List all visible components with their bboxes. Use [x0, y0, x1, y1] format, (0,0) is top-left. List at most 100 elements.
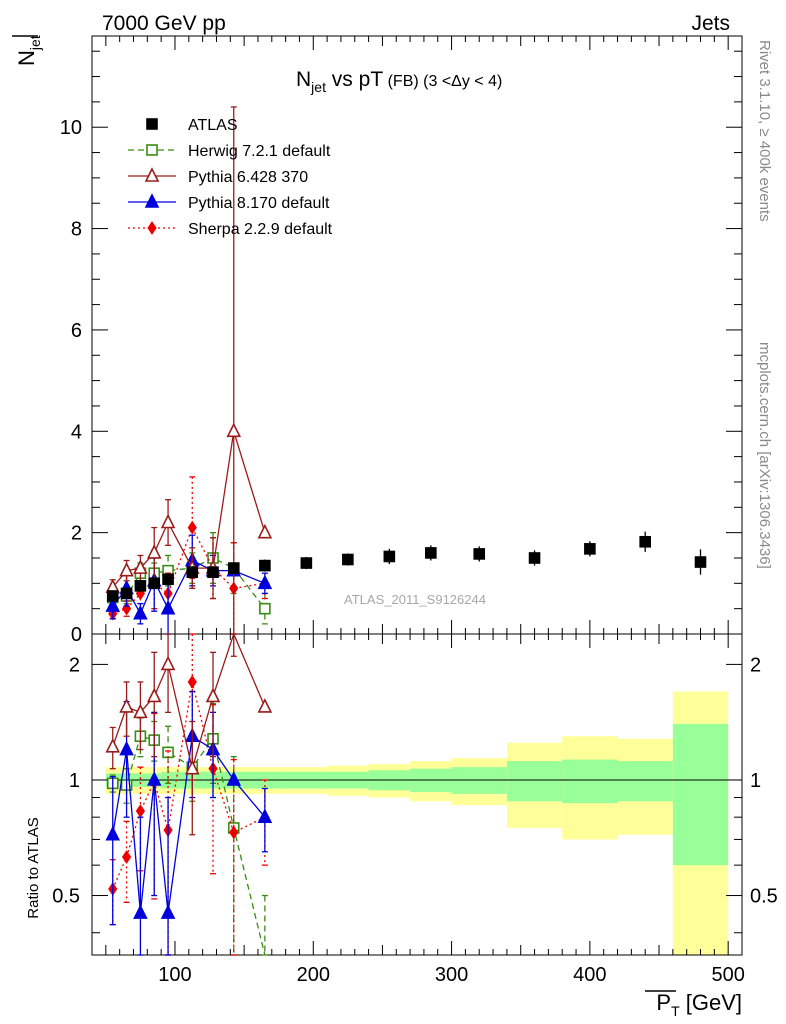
ratio-y-tick-label: 2	[69, 654, 80, 676]
ratio-sherpa-point	[229, 825, 239, 840]
ratio-pythia6-point	[119, 698, 134, 713]
main-pythia8-point	[257, 574, 273, 590]
main-pythia8	[105, 534, 273, 635]
ratio-pythia8-point	[226, 771, 242, 786]
ratio-series	[105, 632, 273, 956]
ratio-axes: 100 200 300 400 500 0.5 0.5 1 1 2 2	[52, 633, 778, 986]
x-tick-label: 200	[297, 964, 330, 986]
legend-item-herwig: Herwig 7.2.1 default	[128, 143, 331, 160]
ratio-pythia8-line	[112, 735, 266, 914]
ratio-pythia6-point	[105, 738, 121, 753]
main-atlas-point	[134, 580, 147, 592]
main-pythia6	[105, 106, 273, 635]
main-atlas-point	[120, 587, 133, 600]
rivet-version-label: Rivet 3.1.10, ≥ 400k events	[756, 40, 773, 222]
legend-marker-sherpa	[147, 221, 157, 235]
ratio-y-axis-label: Ratio to ATLAS	[25, 817, 42, 918]
main-axes: 0 2 4 6 8 10	[60, 35, 743, 646]
band-inner	[672, 723, 729, 866]
main-y-tick-label: 2	[71, 523, 82, 545]
legend-label-herwig: Herwig 7.2.1 default	[188, 143, 331, 160]
ratio-y-tick-label-right: 1	[750, 770, 761, 792]
ratio-y-tick-label-right: 0.5	[750, 886, 778, 908]
main-pythia8-point	[133, 604, 148, 620]
main-pythia6-point	[146, 544, 162, 559]
analysis-watermark: ATLAS_2011_S9126244	[344, 592, 486, 607]
band-inner	[506, 761, 563, 802]
main-pythia6-point	[160, 513, 176, 529]
main-atlas-point	[694, 556, 707, 568]
main-atlas-point	[584, 543, 596, 555]
main-atlas	[106, 531, 707, 602]
main-atlas-point	[383, 550, 396, 563]
legend-label-atlas: ATLAS	[188, 117, 238, 134]
main-sherpa-point	[187, 520, 197, 535]
x-tick-label: 100	[158, 964, 191, 986]
ratio-sherpa-point	[187, 675, 197, 689]
x-tick-label: 300	[435, 964, 468, 986]
ratio-bands	[105, 691, 729, 955]
main-atlas-point	[528, 552, 541, 564]
ratio-sherpa	[108, 633, 270, 956]
main-atlas-point	[342, 553, 354, 566]
ratio-pythia6-point	[146, 687, 162, 703]
main-y-axis-label: Njet	[14, 35, 43, 66]
ratio-pythia6	[105, 632, 273, 836]
main-y-tick-label: 0	[71, 624, 82, 646]
plot-title: Njet vs pT (FB) (3 <Δy < 4)	[296, 68, 502, 95]
ratio-pythia6-point	[257, 698, 273, 713]
legend: ATLAS Herwig 7.2.1 default Pythia 6.428 37…	[128, 117, 333, 238]
main-atlas-point	[259, 559, 271, 572]
main-atlas-point	[186, 566, 199, 578]
legend-item-pythia8: Pythia 8.170 default	[128, 193, 330, 212]
legend-marker-atlas	[146, 118, 158, 130]
ratio-pythia8-point	[133, 904, 148, 919]
header-collision-label: 7000 GeV pp	[102, 12, 226, 35]
main-pythia8-point	[105, 597, 121, 612]
main-pythia6-point	[133, 559, 148, 574]
ratio-pythia6-point	[184, 759, 200, 775]
main-sherpa	[108, 476, 270, 635]
ratio-pythia8-point	[160, 904, 176, 919]
legend-item-sherpa: Sherpa 2.2.9 default	[128, 221, 333, 238]
legend-label-sherpa: Sherpa 2.2.9 default	[188, 221, 333, 238]
ratio-y-tick-label: 1	[69, 770, 80, 792]
ratio-pythia8-point	[146, 771, 162, 786]
main-atlas-point	[639, 535, 651, 548]
ratio-pythia8-point	[105, 825, 121, 841]
main-atlas-point	[207, 566, 219, 578]
main-pythia6-point	[257, 523, 273, 539]
main-series	[105, 106, 707, 635]
main-atlas-point	[106, 590, 119, 602]
ratio-sherpa-point	[135, 804, 146, 818]
legend-marker-pythia8	[144, 193, 160, 208]
x-axis-label: PT [GeV]	[656, 990, 742, 1019]
mcplots-source-label: mcplots.cern.ch [arXiv:1306.3436]	[756, 342, 773, 569]
main-y-tick-label: 10	[60, 117, 82, 139]
main-pythia6-point	[226, 422, 242, 438]
ratio-pythia6-point	[133, 703, 148, 719]
main-y-tick-label: 6	[71, 320, 82, 342]
main-pythia8-point	[160, 599, 176, 615]
main-atlas-point	[425, 547, 437, 559]
main-y-tick-label: 8	[71, 219, 82, 241]
x-tick-label: 500	[711, 964, 744, 986]
main-herwig	[106, 531, 271, 625]
legend-label-pythia6: Pythia 6.428 370	[188, 169, 308, 186]
ratio-frame	[91, 633, 743, 956]
legend-marker-pythia6	[144, 167, 160, 182]
band-inner	[451, 767, 507, 794]
legend-item-pythia6: Pythia 6.428 370	[128, 167, 308, 186]
band-inner	[617, 761, 673, 802]
main-atlas-point	[300, 557, 313, 569]
ratio-pythia8-point	[119, 740, 134, 756]
legend-item-atlas: ATLAS	[146, 117, 238, 134]
legend-label-pythia8: Pythia 8.170 default	[188, 195, 330, 212]
ratio-pythia6-point	[160, 655, 176, 671]
ratio-pythia8-point	[257, 808, 273, 823]
ratio-y-tick-label-right: 2	[750, 654, 761, 676]
main-y-tick-label: 4	[71, 421, 82, 443]
main-atlas-point	[148, 577, 161, 590]
band-inner	[562, 759, 618, 804]
